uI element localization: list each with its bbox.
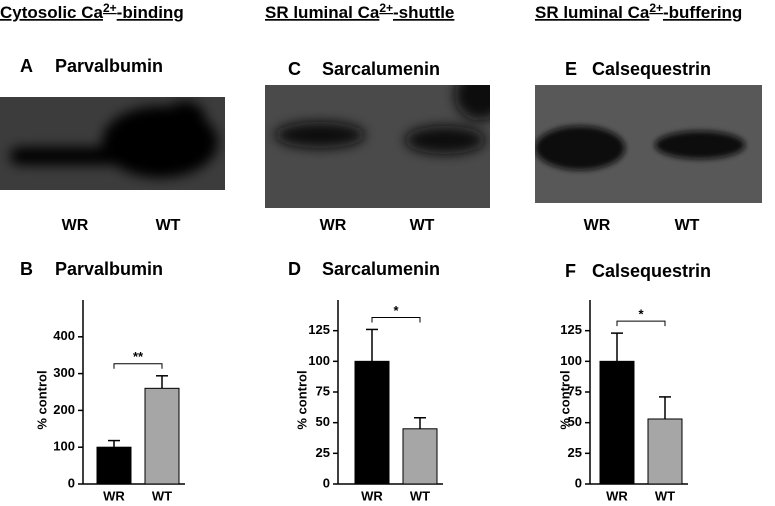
panel-letter: A: [20, 56, 33, 76]
y-tick-label: 400: [53, 328, 75, 343]
blot-image: [535, 85, 762, 203]
panel-title: Sarcalumenin: [322, 59, 440, 79]
y-tick-label: 100: [560, 353, 582, 368]
chart-title: Parvalbumin: [55, 259, 163, 279]
y-tick-label: 300: [53, 365, 75, 380]
lane-label: WT: [410, 217, 435, 234]
header: Cytosolic Ca2+-binding: [0, 1, 184, 22]
y-tick-label: 25: [316, 445, 330, 460]
x-tick-label: WR: [606, 488, 628, 503]
blot-a: A Parvalbumin WR WT: [0, 56, 225, 234]
bar: [144, 387, 180, 485]
bar: [402, 428, 438, 485]
y-tick-label: 25: [568, 445, 582, 460]
lane-label: WR: [584, 217, 611, 234]
x-tick-label: WR: [361, 488, 383, 503]
y-tick-label: 100: [308, 353, 330, 368]
y-axis-label: % control: [34, 370, 49, 429]
y-tick-label: 0: [575, 475, 582, 490]
panel-title: Calsequestrin: [592, 59, 711, 79]
panel-title: Parvalbumin: [55, 56, 163, 76]
blot-e: E Calsequestrin WR WT: [535, 59, 762, 234]
y-tick-label: 100: [53, 439, 75, 454]
y-tick-label: 125: [560, 322, 582, 337]
blot-image: [0, 97, 225, 190]
y-tick-label: 50: [316, 414, 330, 429]
y-axis-label: % control: [557, 370, 572, 429]
y-tick-label: 75: [316, 383, 330, 398]
y-axis-label: % control: [294, 370, 309, 429]
significance-label: **: [133, 349, 144, 364]
x-tick-label: WT: [655, 488, 675, 503]
panel-letter: B: [20, 259, 33, 279]
significance-label: *: [393, 303, 399, 318]
significance-bracket: [371, 316, 421, 323]
blot-image: [265, 85, 490, 208]
panel-letter: C: [288, 59, 301, 79]
panel-letter: D: [288, 259, 301, 279]
headers: Cytosolic Ca2+-binding SR luminal Ca2+-s…: [0, 1, 742, 22]
panel-letter: F: [565, 261, 576, 281]
significance-bracket: [113, 363, 163, 369]
lane-label: WR: [62, 217, 89, 234]
chart-title: Calsequestrin: [592, 261, 711, 281]
panel-letter: E: [565, 59, 577, 79]
x-tick-label: WR: [103, 488, 125, 503]
y-tick-label: 0: [68, 475, 75, 490]
header: SR luminal Ca2+-buffering: [535, 1, 742, 22]
bar: [599, 360, 635, 485]
y-tick-label: 75: [568, 383, 582, 398]
y-tick-label: 50: [568, 414, 582, 429]
x-tick-label: WT: [410, 488, 430, 503]
significance-label: *: [638, 307, 644, 322]
y-tick-label: 0: [323, 475, 330, 490]
bar: [354, 360, 390, 485]
chart-title: Sarcalumenin: [322, 259, 440, 279]
bar: [647, 418, 683, 485]
lane-label: WT: [675, 217, 700, 234]
y-tick-label: 200: [53, 402, 75, 417]
bar: [96, 446, 132, 485]
y-tick-label: 125: [308, 322, 330, 337]
header: SR luminal Ca2+-shuttle: [265, 1, 454, 22]
lane-label: WR: [320, 217, 347, 234]
lane-label: WT: [156, 217, 181, 234]
significance-bracket: [616, 320, 666, 327]
x-tick-label: WT: [152, 488, 172, 503]
blot-c: C Sarcalumenin WR WT: [265, 59, 490, 234]
